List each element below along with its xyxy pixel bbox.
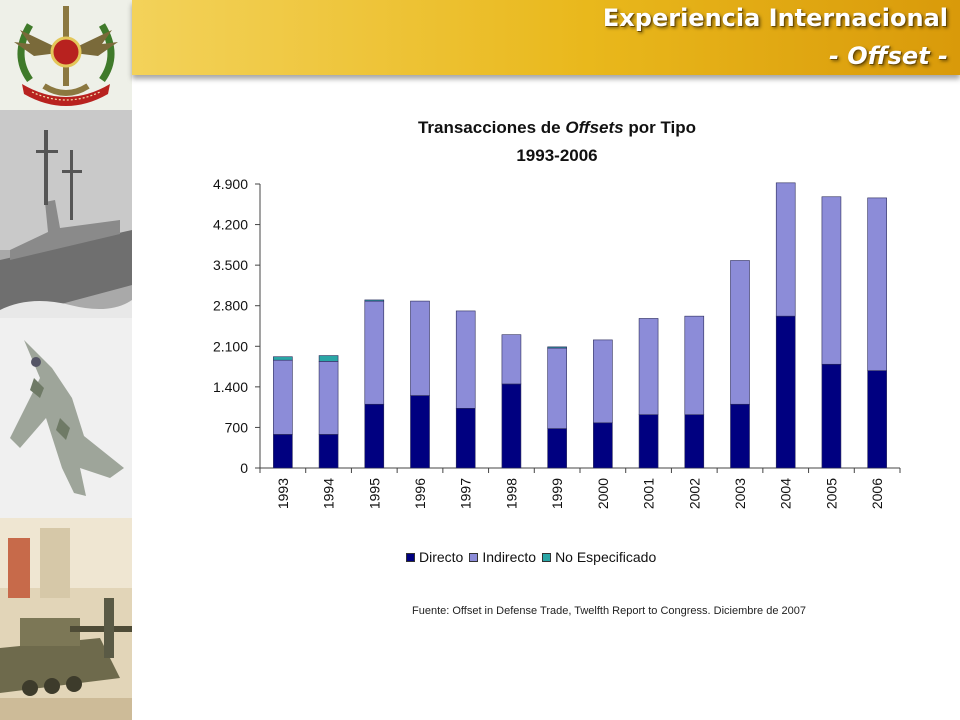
bar-segment <box>410 300 430 396</box>
bar-segment <box>501 383 522 469</box>
y-tick-label: 3.500 <box>213 257 248 273</box>
bar-segment <box>775 182 796 317</box>
bar-segment <box>318 355 339 362</box>
bar-segment <box>318 434 339 469</box>
bar-segment <box>638 318 659 415</box>
x-tick-label: 1996 <box>412 478 428 509</box>
legend-label: No Especificado <box>555 549 657 565</box>
bar-segment <box>364 300 385 405</box>
bar-segment <box>547 347 567 429</box>
bar-segment <box>775 315 796 469</box>
chart-legend: Directo Indirecto No Especificado <box>406 547 662 567</box>
bar-segment <box>455 408 476 469</box>
chart-subtitle: 1993-2006 <box>516 146 598 165</box>
y-tick-label: 700 <box>225 419 249 435</box>
x-tick-label: 1994 <box>321 478 337 509</box>
y-tick-label: 1.400 <box>213 379 248 395</box>
bar-segment <box>273 356 293 361</box>
bar-segment <box>273 434 293 469</box>
x-tick-label: 1993 <box>275 478 291 509</box>
y-tick-label: 2.800 <box>213 298 248 314</box>
legend-item: Directo <box>406 549 463 565</box>
bar-segment <box>730 260 750 405</box>
bar-segment <box>501 334 522 385</box>
chart-title-prefix: Transacciones de <box>417 118 566 137</box>
x-tick-label: 1999 <box>549 478 565 509</box>
bar-segment <box>867 197 887 371</box>
bar-segment <box>318 361 339 435</box>
chart-title-suffix: por Tipo <box>623 118 697 137</box>
legend-swatch <box>542 552 552 562</box>
x-tick-label: 2000 <box>595 478 611 509</box>
bar-segment <box>410 395 430 469</box>
legend-swatch <box>406 552 415 562</box>
bar-segment <box>364 299 385 302</box>
y-tick-label: 4.900 <box>213 176 248 192</box>
bar-segment <box>638 414 659 469</box>
sidebar-decoration <box>0 0 132 720</box>
source-note: Fuente: Offset in Defense Trade, Twelfth… <box>412 605 806 617</box>
chart-title-emphasis: Offsets <box>565 118 624 137</box>
legend-label: Directo <box>419 549 464 565</box>
bar-segment <box>867 370 887 469</box>
x-tick-label: 1995 <box>366 478 382 509</box>
page-subtitle: - Offset - <box>828 42 948 70</box>
x-tick-label: 1997 <box>458 478 474 509</box>
x-tick-label: 2003 <box>732 478 748 509</box>
x-tick-label: 1998 <box>503 478 519 509</box>
x-tick-label: 2001 <box>641 478 657 509</box>
chart-title: Transacciones de Offsets por Tipo <box>258 118 856 138</box>
tank-photo <box>0 518 132 720</box>
bar-segment <box>593 339 613 424</box>
x-tick-label: 2005 <box>823 478 839 509</box>
bar-segment <box>593 422 613 469</box>
y-tick-label: 0 <box>240 460 248 476</box>
bar-segment <box>364 403 385 469</box>
x-tick-label: 2004 <box>778 478 794 509</box>
header-banner: Experiencia Internacional - Offset - <box>132 0 960 75</box>
bar-segment <box>684 414 705 469</box>
y-tick-label: 4.200 <box>213 217 248 233</box>
bar-segment <box>821 363 842 469</box>
bar-segment <box>547 428 567 469</box>
bar-segment <box>821 196 842 365</box>
bar-segment <box>273 359 293 435</box>
x-tick-label: 2006 <box>869 478 885 509</box>
legend-item: Indirecto <box>469 549 536 565</box>
jet-photo <box>0 318 132 518</box>
y-tick-label: 2.100 <box>213 338 248 354</box>
bar-segment <box>730 403 750 469</box>
bar-segment <box>684 315 705 415</box>
x-tick-label: 2002 <box>686 478 702 509</box>
bar-segment <box>455 310 476 409</box>
ship-photo <box>0 110 132 318</box>
legend-label: Indirecto <box>482 549 537 565</box>
legend-item: No Especificado <box>542 549 656 565</box>
page-title: Experiencia Internacional <box>602 4 948 32</box>
bar-segment <box>547 346 567 349</box>
legend-swatch <box>469 552 479 562</box>
ministry-emblem-icon <box>0 0 132 110</box>
